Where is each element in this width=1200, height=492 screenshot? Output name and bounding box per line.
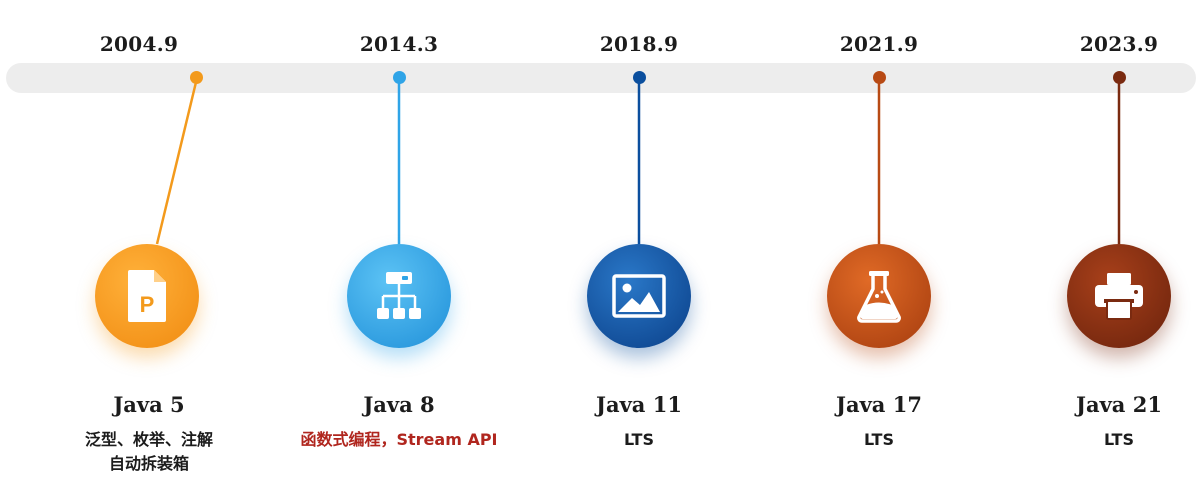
milestone-description: 泛型、枚举、注解 自动拆装箱	[29, 428, 269, 476]
milestone-icon-circle	[587, 244, 691, 348]
milestone-date: 2014.3	[359, 32, 439, 56]
milestone-title: Java 8	[363, 392, 435, 417]
milestone-description: LTS	[759, 428, 999, 452]
milestone-icon-circle	[827, 244, 931, 348]
milestone-icon-circle	[347, 244, 451, 348]
connector-java5	[155, 77, 199, 245]
timeline-dot	[1113, 71, 1126, 84]
milestone-java11: 2018.9 Java 11 LTS	[519, 0, 759, 492]
milestone-title: Java 11	[596, 392, 682, 417]
description-line: 自动拆装箱	[108, 454, 189, 473]
svg-text:P: P	[140, 292, 155, 317]
milestone-java5: 2004.9 P Java 5 泛型、枚举、注解 自动拆装箱	[29, 0, 269, 492]
printer-icon	[1095, 273, 1143, 320]
flask-icon	[857, 271, 901, 323]
hierarchy-icon	[377, 272, 421, 319]
description-line: LTS	[864, 430, 894, 449]
timeline-dot	[873, 71, 886, 84]
milestone-java8: 2014.3 Java 8 函数式编程，Stream API	[279, 0, 519, 492]
timeline-track	[6, 63, 1196, 93]
timeline-dot	[393, 71, 406, 84]
timeline-dot	[633, 71, 646, 84]
milestone-title: Java 21	[1076, 392, 1162, 417]
milestone-date: 2021.9	[839, 32, 919, 56]
milestone-title: Java 17	[836, 392, 922, 417]
description-line: 泛型、枚举、注解	[84, 430, 213, 449]
milestone-date: 2004.9	[99, 32, 179, 56]
milestone-java17: 2021.9 Java 17 LTS	[759, 0, 999, 492]
milestone-java21: 2023.9 Java 21 LTS	[960, 0, 1200, 492]
document-p-icon: P	[128, 270, 166, 322]
description-line: LTS	[1104, 430, 1134, 449]
milestone-description: LTS	[519, 428, 759, 452]
milestone-icon-circle	[1067, 244, 1171, 348]
milestone-title: Java 5	[113, 392, 185, 417]
milestone-description: LTS	[999, 428, 1200, 452]
milestone-icon-circle: P	[95, 244, 199, 348]
milestone-description: 函数式编程，Stream API	[279, 428, 519, 452]
image-icon	[612, 274, 666, 318]
description-line: LTS	[624, 430, 654, 449]
description-line: 函数式编程，Stream API	[300, 430, 498, 449]
milestone-date: 2023.9	[1079, 32, 1159, 56]
milestone-date: 2018.9	[599, 32, 679, 56]
timeline-dot	[190, 71, 203, 84]
